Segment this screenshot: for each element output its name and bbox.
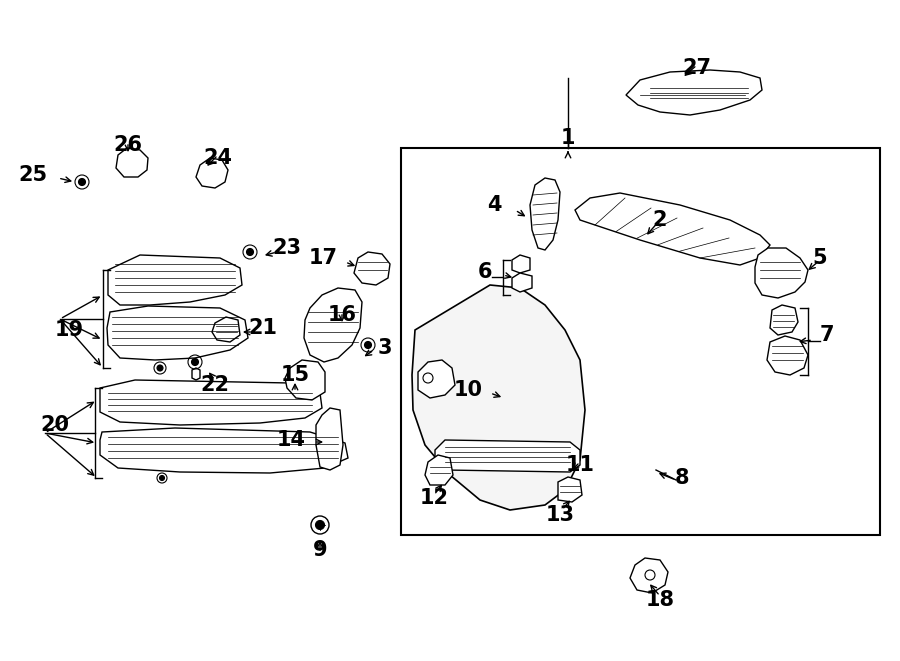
- Text: 8: 8: [675, 468, 689, 488]
- Text: 16: 16: [328, 305, 356, 325]
- Text: 1: 1: [561, 128, 575, 148]
- Text: 3: 3: [378, 338, 392, 358]
- Polygon shape: [512, 273, 532, 292]
- Polygon shape: [108, 255, 242, 305]
- Text: 6: 6: [478, 262, 492, 282]
- Polygon shape: [418, 360, 455, 398]
- Circle shape: [159, 475, 165, 481]
- Polygon shape: [530, 178, 560, 250]
- Text: 12: 12: [419, 488, 448, 508]
- Polygon shape: [100, 380, 322, 425]
- Polygon shape: [412, 285, 585, 510]
- Text: 10: 10: [454, 380, 483, 400]
- Polygon shape: [212, 317, 240, 342]
- Text: 25: 25: [19, 165, 48, 185]
- Text: 13: 13: [545, 505, 574, 525]
- Polygon shape: [285, 360, 325, 400]
- Polygon shape: [192, 368, 200, 380]
- Circle shape: [78, 178, 86, 186]
- Polygon shape: [575, 193, 770, 265]
- Circle shape: [157, 365, 163, 371]
- Polygon shape: [304, 288, 362, 362]
- Polygon shape: [770, 305, 798, 335]
- Text: 20: 20: [40, 415, 69, 435]
- Polygon shape: [767, 336, 808, 375]
- Polygon shape: [558, 477, 582, 502]
- Circle shape: [247, 249, 254, 256]
- Text: 18: 18: [645, 590, 674, 610]
- Polygon shape: [107, 306, 248, 360]
- Polygon shape: [316, 408, 343, 470]
- Polygon shape: [100, 428, 348, 473]
- Bar: [401, 148, 880, 535]
- Polygon shape: [425, 455, 453, 485]
- Polygon shape: [626, 70, 762, 115]
- Text: 2: 2: [652, 210, 667, 230]
- Text: 14: 14: [277, 430, 306, 450]
- Circle shape: [316, 520, 325, 529]
- Text: 23: 23: [272, 238, 301, 258]
- Circle shape: [364, 342, 372, 348]
- Text: 7: 7: [820, 325, 834, 345]
- Text: 27: 27: [682, 58, 712, 78]
- Text: 11: 11: [565, 455, 595, 475]
- Text: 5: 5: [813, 248, 827, 268]
- Polygon shape: [755, 248, 808, 298]
- Circle shape: [192, 358, 199, 366]
- Text: 26: 26: [113, 135, 142, 155]
- Text: 24: 24: [203, 148, 232, 168]
- Polygon shape: [354, 252, 390, 285]
- Text: 21: 21: [248, 318, 277, 338]
- Polygon shape: [435, 440, 580, 472]
- Text: 15: 15: [281, 365, 310, 385]
- Text: 22: 22: [201, 375, 230, 395]
- Polygon shape: [512, 255, 530, 273]
- Polygon shape: [630, 558, 668, 593]
- Text: 9: 9: [312, 540, 328, 560]
- Text: 17: 17: [309, 248, 338, 268]
- Text: 19: 19: [55, 320, 84, 340]
- Polygon shape: [116, 148, 148, 177]
- Polygon shape: [196, 158, 228, 188]
- Text: 4: 4: [488, 195, 502, 215]
